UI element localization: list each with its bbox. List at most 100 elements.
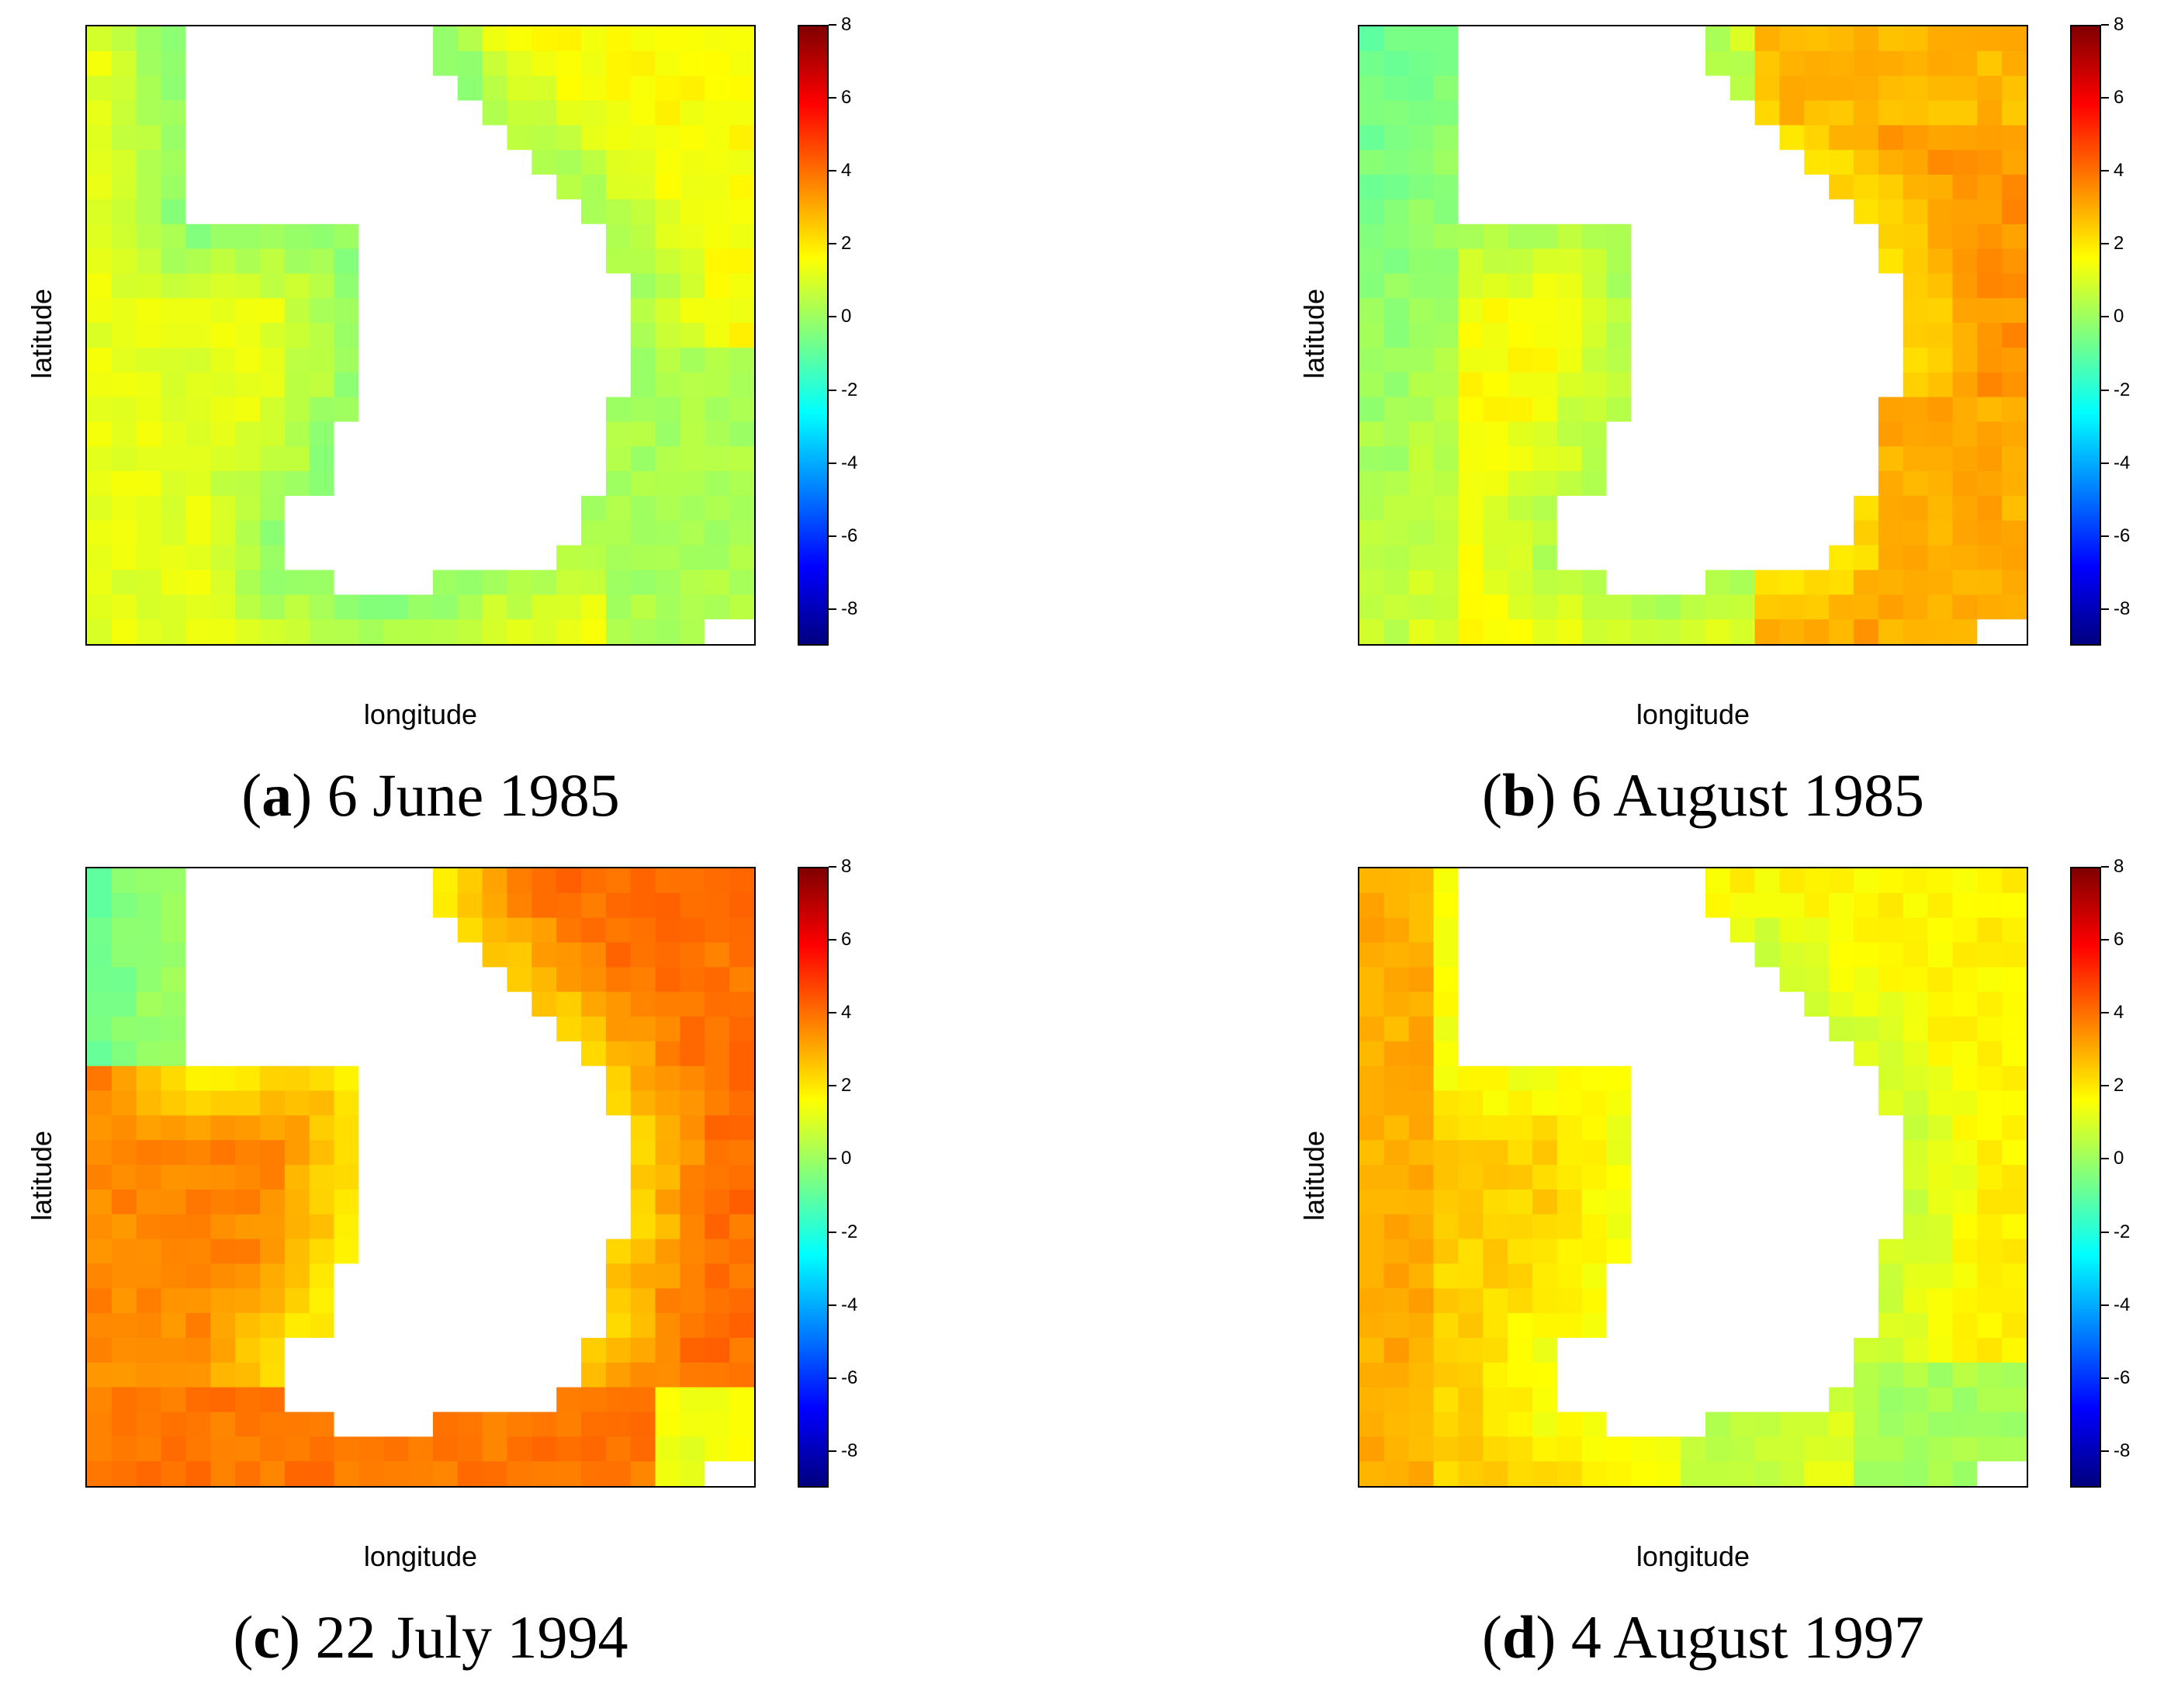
heatmap-cell bbox=[655, 1090, 681, 1116]
heatmap-cell bbox=[136, 967, 162, 993]
heatmap-cell bbox=[185, 619, 211, 644]
heatmap-cell bbox=[1458, 545, 1484, 571]
heatmap-cell bbox=[1408, 1090, 1435, 1116]
heatmap-cell bbox=[284, 1140, 310, 1166]
heatmap-cell bbox=[1705, 26, 1731, 52]
colorbar-tick-label: 2 bbox=[2114, 1075, 2124, 1097]
heatmap-cell bbox=[655, 248, 681, 274]
heatmap-cell bbox=[210, 1041, 236, 1067]
heatmap-cell bbox=[1729, 942, 1756, 968]
heatmap-cell bbox=[284, 223, 310, 250]
heatmap-cell bbox=[358, 1017, 384, 1042]
heatmap-cell bbox=[655, 50, 681, 77]
heatmap-cell bbox=[1556, 868, 1583, 894]
heatmap-cell bbox=[1383, 421, 1410, 447]
heatmap-cell bbox=[1779, 175, 1805, 200]
heatmap-cell bbox=[1681, 495, 1706, 521]
heatmap-cell bbox=[531, 199, 557, 225]
heatmap-cell bbox=[729, 1412, 754, 1437]
heatmap-cell bbox=[1433, 868, 1459, 894]
heatmap-cell bbox=[1754, 347, 1781, 373]
heatmap-cell bbox=[111, 372, 137, 398]
heatmap-cell bbox=[1508, 347, 1533, 373]
heatmap-cell bbox=[358, 26, 384, 52]
heatmap-cell bbox=[1483, 619, 1508, 644]
heatmap-cell bbox=[1483, 1090, 1508, 1116]
heatmap-cell bbox=[87, 446, 113, 472]
heatmap-cell bbox=[136, 175, 162, 200]
heatmap-cell bbox=[1532, 421, 1558, 447]
heatmap-cell bbox=[235, 1090, 261, 1116]
heatmap-cell bbox=[1581, 1412, 1608, 1437]
heatmap-cell bbox=[2002, 1041, 2027, 1067]
heatmap-cell bbox=[1606, 1214, 1632, 1240]
heatmap-cell bbox=[1383, 1140, 1410, 1166]
heatmap-cell bbox=[1433, 1436, 1459, 1462]
heatmap-cell bbox=[457, 1239, 483, 1265]
heatmap-cell bbox=[507, 967, 532, 993]
heatmap-cell bbox=[1903, 1362, 1929, 1388]
heatmap-cell bbox=[185, 446, 211, 472]
heatmap-cell bbox=[581, 199, 607, 225]
heatmap-cell bbox=[1878, 397, 1904, 423]
heatmap-cell bbox=[1408, 1412, 1435, 1437]
heatmap-cell bbox=[408, 992, 434, 1017]
heatmap-cell bbox=[210, 199, 236, 225]
heatmap-cell bbox=[432, 397, 459, 423]
heatmap-cell bbox=[556, 421, 582, 447]
heatmap-cell bbox=[1878, 917, 1904, 944]
heatmap-cell bbox=[408, 248, 434, 274]
heatmap-cell bbox=[1681, 1362, 1706, 1388]
heatmap-cell bbox=[1408, 26, 1435, 52]
heatmap-cell bbox=[1977, 347, 2003, 373]
heatmap-cell bbox=[581, 175, 607, 200]
heatmap-cell bbox=[705, 471, 730, 497]
heatmap-cell bbox=[284, 942, 310, 968]
heatmap-cell bbox=[432, 223, 459, 250]
heatmap-cell bbox=[1705, 1017, 1731, 1042]
heatmap-cell bbox=[309, 942, 335, 968]
heatmap-cell bbox=[1779, 273, 1805, 299]
heatmap-cell bbox=[1903, 1387, 1929, 1413]
heatmap-cell bbox=[185, 323, 211, 348]
heatmap-cell bbox=[1705, 1288, 1731, 1314]
heatmap-cell bbox=[1903, 892, 1929, 919]
heatmap-cell bbox=[1903, 471, 1929, 497]
heatmap-cell bbox=[334, 1288, 359, 1314]
heatmap-cell bbox=[1854, 75, 1879, 102]
heatmap-cell bbox=[507, 942, 532, 968]
heatmap-cell bbox=[1408, 1337, 1435, 1363]
heatmap-cell bbox=[1977, 1140, 2003, 1166]
heatmap-cell bbox=[655, 495, 681, 521]
heatmap-cell bbox=[630, 495, 656, 521]
heatmap-cell bbox=[705, 421, 730, 447]
heatmap-cell bbox=[87, 594, 113, 620]
heatmap-cell bbox=[1458, 1337, 1484, 1363]
heatmap-cell bbox=[1729, 1115, 1756, 1141]
heatmap-cell bbox=[630, 372, 656, 398]
heatmap-cell bbox=[556, 75, 582, 102]
heatmap-cell bbox=[1903, 1115, 1929, 1141]
heatmap-cell bbox=[1383, 942, 1410, 968]
colorbar-tick-label: -8 bbox=[841, 1440, 858, 1461]
heatmap-cell bbox=[1681, 125, 1706, 151]
heatmap-cell bbox=[1804, 1288, 1830, 1314]
heatmap-cell bbox=[432, 1090, 459, 1116]
heatmap-cell bbox=[432, 1263, 459, 1289]
heatmap-cell bbox=[1483, 1140, 1508, 1166]
heatmap-cell bbox=[655, 1288, 681, 1314]
heatmap-cell bbox=[531, 495, 557, 521]
heatmap-cell bbox=[1878, 248, 1904, 274]
heatmap-cell bbox=[705, 298, 730, 324]
heatmap-cell bbox=[1754, 1090, 1781, 1116]
heatmap-cell bbox=[210, 545, 236, 571]
heatmap-plot-area bbox=[85, 867, 756, 1488]
heatmap-cell bbox=[655, 1461, 681, 1486]
heatmap-cell bbox=[284, 1436, 310, 1462]
heatmap-cell bbox=[1483, 298, 1508, 324]
heatmap-cell bbox=[1854, 1189, 1879, 1215]
heatmap-cell bbox=[605, 495, 632, 521]
colorbar-tick-label: 2 bbox=[841, 233, 852, 255]
heatmap-cell bbox=[531, 1115, 557, 1141]
heatmap-cell bbox=[358, 1189, 384, 1215]
